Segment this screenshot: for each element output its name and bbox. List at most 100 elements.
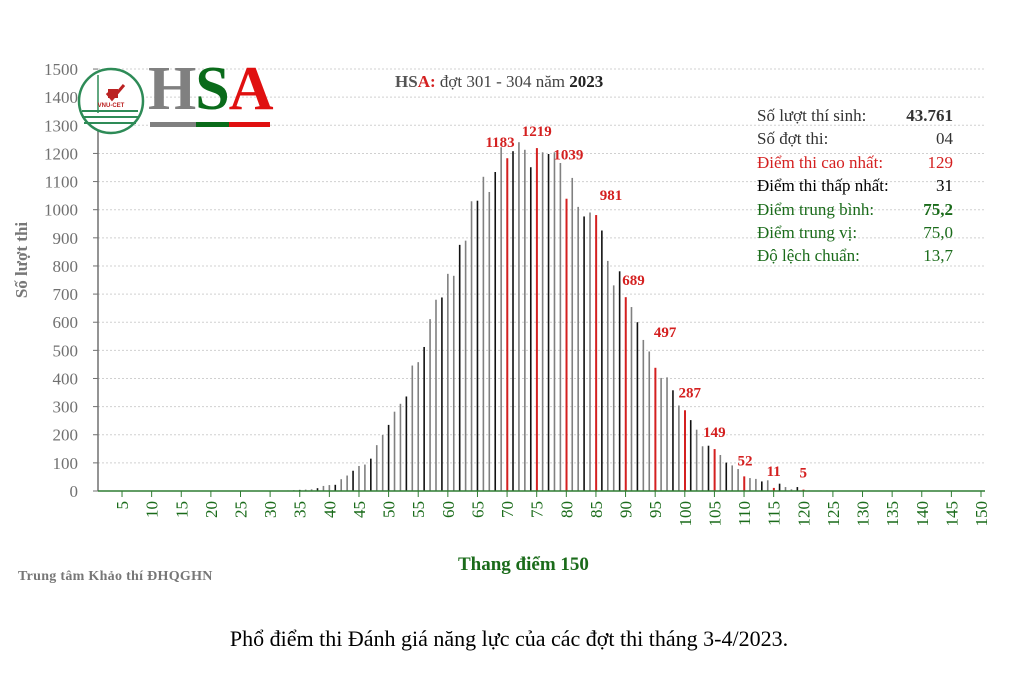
bar-score-48 <box>375 445 378 491</box>
x-tick-label: 35 <box>291 501 310 518</box>
x-tick-label: 80 <box>557 501 576 518</box>
bar-score-85 <box>595 215 598 492</box>
bar-score-109 <box>737 469 739 491</box>
bar-score-38 <box>316 488 319 491</box>
bar-score-114 <box>766 480 769 491</box>
y-tick-label: 100 <box>53 454 79 473</box>
data-label: 1219 <box>522 124 552 140</box>
bar-score-44 <box>352 470 354 491</box>
bar-score-104 <box>707 445 710 491</box>
bar-score-45 <box>358 465 360 491</box>
logo-bar-green <box>196 122 229 127</box>
bar-score-97 <box>666 377 668 491</box>
y-tick-label: 900 <box>53 229 79 248</box>
stat-row: Điểm thi cao nhất: 129 <box>757 151 953 174</box>
bar-score-110 <box>743 476 746 491</box>
bar-score-119 <box>796 487 799 491</box>
bar-score-64 <box>470 201 473 492</box>
y-tick-label: 0 <box>70 482 79 501</box>
bar-score-72 <box>518 142 520 492</box>
stat-row: Điểm thi thấp nhất: 31 <box>757 174 953 197</box>
bar-score-79 <box>559 163 562 491</box>
bar-score-39 <box>322 485 325 491</box>
data-label: 1183 <box>485 135 514 151</box>
stat-value: 75,2 <box>923 199 953 219</box>
bar-score-108 <box>731 465 733 491</box>
y-tick-label: 200 <box>53 426 79 445</box>
bar-score-52 <box>399 403 402 491</box>
y-axis-label: Số lượt thi <box>12 221 31 299</box>
bar-score-80 <box>565 198 568 491</box>
bar-score-76 <box>541 152 544 491</box>
bar-score-75 <box>535 148 538 491</box>
bar-score-99 <box>678 405 680 491</box>
data-label: 11 <box>767 464 781 480</box>
x-tick-label: 105 <box>705 501 724 527</box>
bar-score-60 <box>447 273 449 491</box>
x-tick-label: 130 <box>854 501 873 527</box>
bar-score-81 <box>571 177 574 492</box>
bar-score-50 <box>387 424 390 491</box>
bar-score-82 <box>577 206 579 491</box>
title-brand-a: A: <box>417 72 436 91</box>
x-tick-label: 60 <box>439 501 458 518</box>
data-label: 149 <box>703 425 726 441</box>
bar-score-101 <box>689 420 692 491</box>
stat-label: Độ lệch chuẩn: <box>757 246 860 266</box>
logo-letter-a: A <box>228 55 274 123</box>
data-label: 52 <box>738 453 753 469</box>
bar-score-62 <box>458 244 461 491</box>
x-tick-label: 30 <box>261 501 280 518</box>
bar-score-68 <box>494 172 497 491</box>
logo-letter-s: S <box>195 55 229 123</box>
stat-value: 04 <box>936 129 953 149</box>
y-tick-label: 300 <box>53 398 79 417</box>
stat-row: Điểm trung bình: 75,2 <box>757 198 953 221</box>
bar-score-61 <box>452 275 455 491</box>
figure-caption: Phổ điểm thi Đánh giá năng lực của các đ… <box>229 626 789 651</box>
bar-score-94 <box>648 351 651 491</box>
x-tick-label: 55 <box>409 501 428 518</box>
y-tick-label: 1400 <box>44 88 78 107</box>
data-label: 5 <box>800 466 808 482</box>
x-tick-label: 135 <box>883 501 902 527</box>
bar-score-71 <box>512 151 514 491</box>
bar-score-43 <box>346 475 348 491</box>
x-tick-label: 10 <box>143 501 162 518</box>
hsa-logo: HSA <box>148 58 273 120</box>
bar-score-111 <box>749 478 751 491</box>
x-tick-label: 40 <box>320 501 339 518</box>
statistics-box: Số lượt thí sinh: 43.761 Số đợt thi: 04 Điểm… <box>757 104 953 268</box>
bar-score-103 <box>701 446 704 491</box>
x-tick-label: 125 <box>824 501 843 527</box>
bar-score-42 <box>340 479 343 491</box>
title-year: 2023 <box>569 72 604 91</box>
bar-score-112 <box>755 478 757 491</box>
x-tick-label: 70 <box>498 501 517 518</box>
logo-letter-h: H <box>148 55 196 123</box>
bar-score-40 <box>328 485 331 491</box>
bar-score-63 <box>464 240 467 491</box>
bar-score-67 <box>488 191 491 492</box>
x-tick-label: 115 <box>765 501 784 526</box>
x-tick-label: 95 <box>646 501 665 518</box>
source-footer: Trung tâm Khảo thí ĐHQGHN <box>18 569 213 584</box>
bar-score-49 <box>381 435 384 491</box>
bar-score-91 <box>630 307 633 491</box>
title-text: đợt 301 - 304 năm <box>435 72 570 91</box>
bar-score-78 <box>553 152 556 491</box>
x-tick-label: 110 <box>735 501 754 526</box>
data-label: 689 <box>622 273 645 289</box>
stat-label: Điểm thi cao nhất: <box>757 152 884 172</box>
stat-row: Số lượt thí sinh: 43.761 <box>757 104 953 127</box>
bar-score-98 <box>672 390 674 491</box>
logo-bar-gray <box>150 122 196 127</box>
x-tick-label: 90 <box>617 501 636 518</box>
title-brand-hs: HS <box>395 72 418 91</box>
bar-score-113 <box>761 481 763 491</box>
bar-score-54 <box>411 365 414 491</box>
bar-score-55 <box>417 362 420 491</box>
data-label: 1039 <box>553 148 583 164</box>
stat-value: 31 <box>936 176 953 196</box>
stat-label: Điểm trung bình: <box>757 199 875 219</box>
